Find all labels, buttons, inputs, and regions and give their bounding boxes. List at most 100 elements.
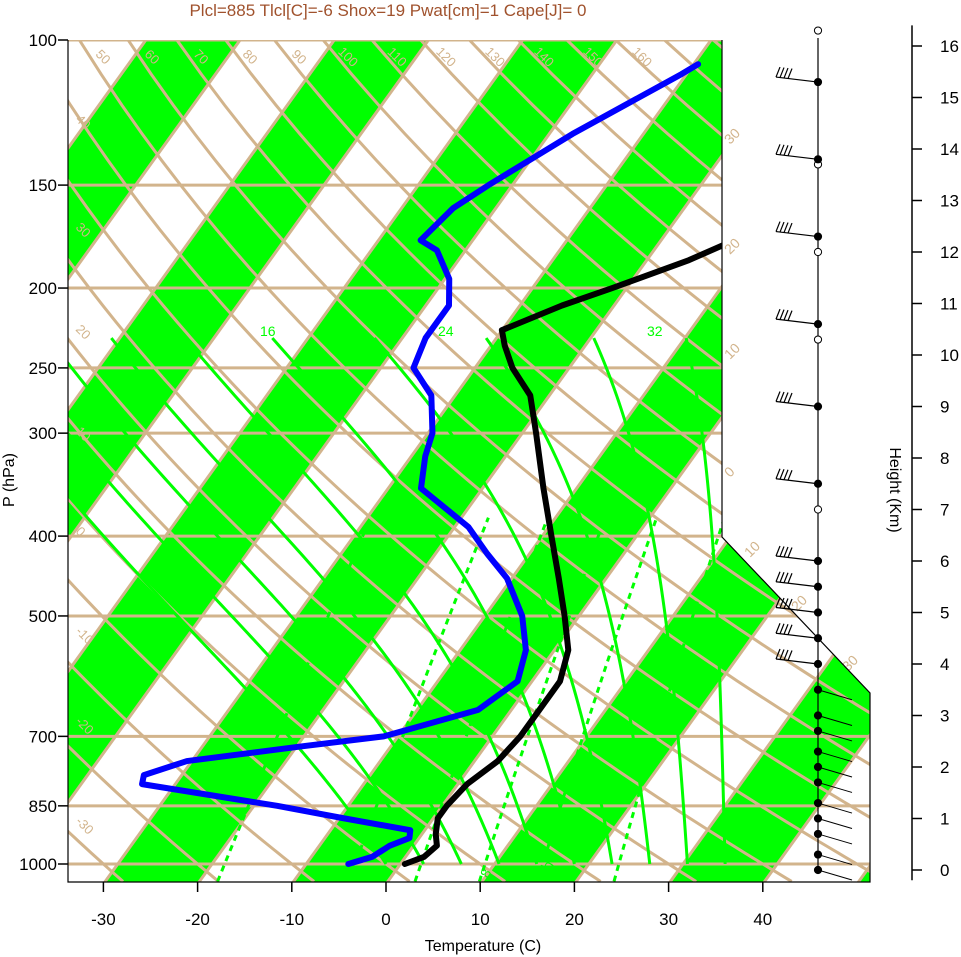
dewpoint-point (300, 745, 302, 748)
wind-station-dot (813, 505, 823, 514)
wind-barb-flag (783, 598, 789, 609)
moist-adiabat-label: 24 (438, 323, 454, 339)
wind-barb-shaft (817, 689, 853, 701)
height-tick-label: 13 (940, 192, 959, 211)
dewpoint-point (486, 552, 488, 555)
dewpoint-point (389, 845, 391, 847)
dry-adiabat (68, 40, 602, 882)
mixing-ratio-line (347, 517, 490, 882)
temp-band (103, 40, 835, 882)
wind-barb-shaft (775, 606, 819, 614)
wind-barb-flag (787, 310, 793, 321)
wind-barb-flag (783, 309, 789, 321)
dewpoint-point (697, 63, 699, 65)
mixing-ratio-lines (68, 337, 727, 882)
height-tick-label: 6 (940, 552, 949, 571)
temperature-point (688, 259, 690, 261)
moist-adiabat (592, 337, 689, 865)
temperature-point (404, 863, 406, 865)
height-tick-label: 3 (940, 707, 949, 726)
x-tick-label: 0 (381, 910, 390, 929)
adiabat-right-label: 30 (721, 125, 743, 147)
temperature-point (529, 394, 531, 397)
isotherm (855, 40, 870, 882)
dewpoint-point (420, 239, 422, 241)
wind-barb-flag (779, 546, 785, 557)
dewpoint-point (430, 394, 432, 397)
isotherm (68, 40, 271, 882)
dewpoint-point (143, 774, 145, 776)
dewpoint-point (477, 709, 479, 711)
x-axis-title: Temperature (C) (425, 938, 541, 955)
dewpoint-point (412, 367, 415, 369)
height-axis-title: Height (Km) (886, 447, 903, 532)
dewpoint-point (371, 856, 373, 858)
x-tick-label: -30 (91, 910, 116, 929)
dewpoint-point (571, 133, 574, 135)
dry-adiabat (321, 40, 870, 882)
wind-barb-shaft (775, 632, 819, 639)
wind-barb-shaft (775, 230, 819, 238)
wind-barb-flag (775, 623, 781, 634)
mixing-ratio-line (413, 517, 550, 882)
wind-barb-flag (787, 222, 793, 234)
dry-adiabat-label: 20 (73, 322, 94, 343)
dewpoint-point (141, 783, 143, 785)
dry-adiabat (68, 40, 220, 882)
height-tick-label: 0 (940, 861, 949, 880)
mixing-ratio-line (216, 517, 373, 882)
wind-barb-shaft (775, 555, 819, 562)
dewpoint-point (276, 805, 278, 807)
height-tick-label: 8 (940, 449, 949, 468)
wind-barb-flag (775, 66, 781, 78)
wind-barb-flag (775, 308, 781, 320)
height-tick-label: 12 (940, 243, 959, 262)
wind-barb-flag (787, 573, 793, 584)
dewpoint-point (409, 829, 411, 831)
wind-barb-shaft (775, 658, 819, 665)
wind-barb-shaft (817, 818, 853, 829)
wind-barb-flag (783, 624, 789, 635)
wind-barb-flag (775, 597, 781, 608)
height-tick-label: 14 (940, 140, 959, 159)
wind-barb-flag (783, 649, 789, 661)
wind-barb-shaft (775, 581, 819, 588)
temperature-point (535, 432, 537, 434)
isotherm (951, 0, 961, 884)
height-tick-label: 11 (940, 295, 958, 314)
temperature-point (559, 680, 561, 682)
wind-barbs (775, 26, 853, 881)
temp-band (68, 40, 646, 882)
temperature-point (563, 615, 566, 617)
dewpoint-point (436, 249, 438, 251)
mixing-ratio-line (477, 517, 607, 882)
temperature-point (538, 709, 540, 711)
height-tick-label: 15 (940, 89, 959, 108)
wind-barb-flag (787, 145, 793, 157)
wind-barb-flag (783, 392, 789, 403)
wind-barb-flag (787, 68, 793, 79)
p-tick-label: 1000 (19, 855, 57, 874)
wind-barb-flag (775, 545, 781, 557)
temperature-point (435, 833, 437, 835)
mixing-ratio-line (612, 517, 726, 882)
wind-barb-flag (779, 309, 785, 320)
wind-barb-shaft (775, 478, 819, 485)
temperature-point (854, 133, 856, 135)
moist-adiabat (110, 337, 501, 865)
x-tick-label: -10 (280, 910, 305, 929)
temperature-point (519, 735, 521, 737)
dewpoint-point (517, 680, 519, 682)
p-tick-label: 150 (29, 176, 57, 195)
height-tick-label: 9 (940, 398, 949, 417)
wind-station-dot (813, 247, 823, 257)
dry-adiabat (68, 40, 870, 882)
dry-adiabat (68, 40, 315, 882)
mixing-ratio-label: 20 (537, 859, 559, 881)
dewpoint-point (680, 73, 683, 75)
temperature-point (466, 783, 468, 785)
height-tick-label: 7 (940, 501, 949, 520)
wind-barb-flag (783, 469, 789, 480)
adiabat-right-label: 10 (721, 340, 743, 362)
